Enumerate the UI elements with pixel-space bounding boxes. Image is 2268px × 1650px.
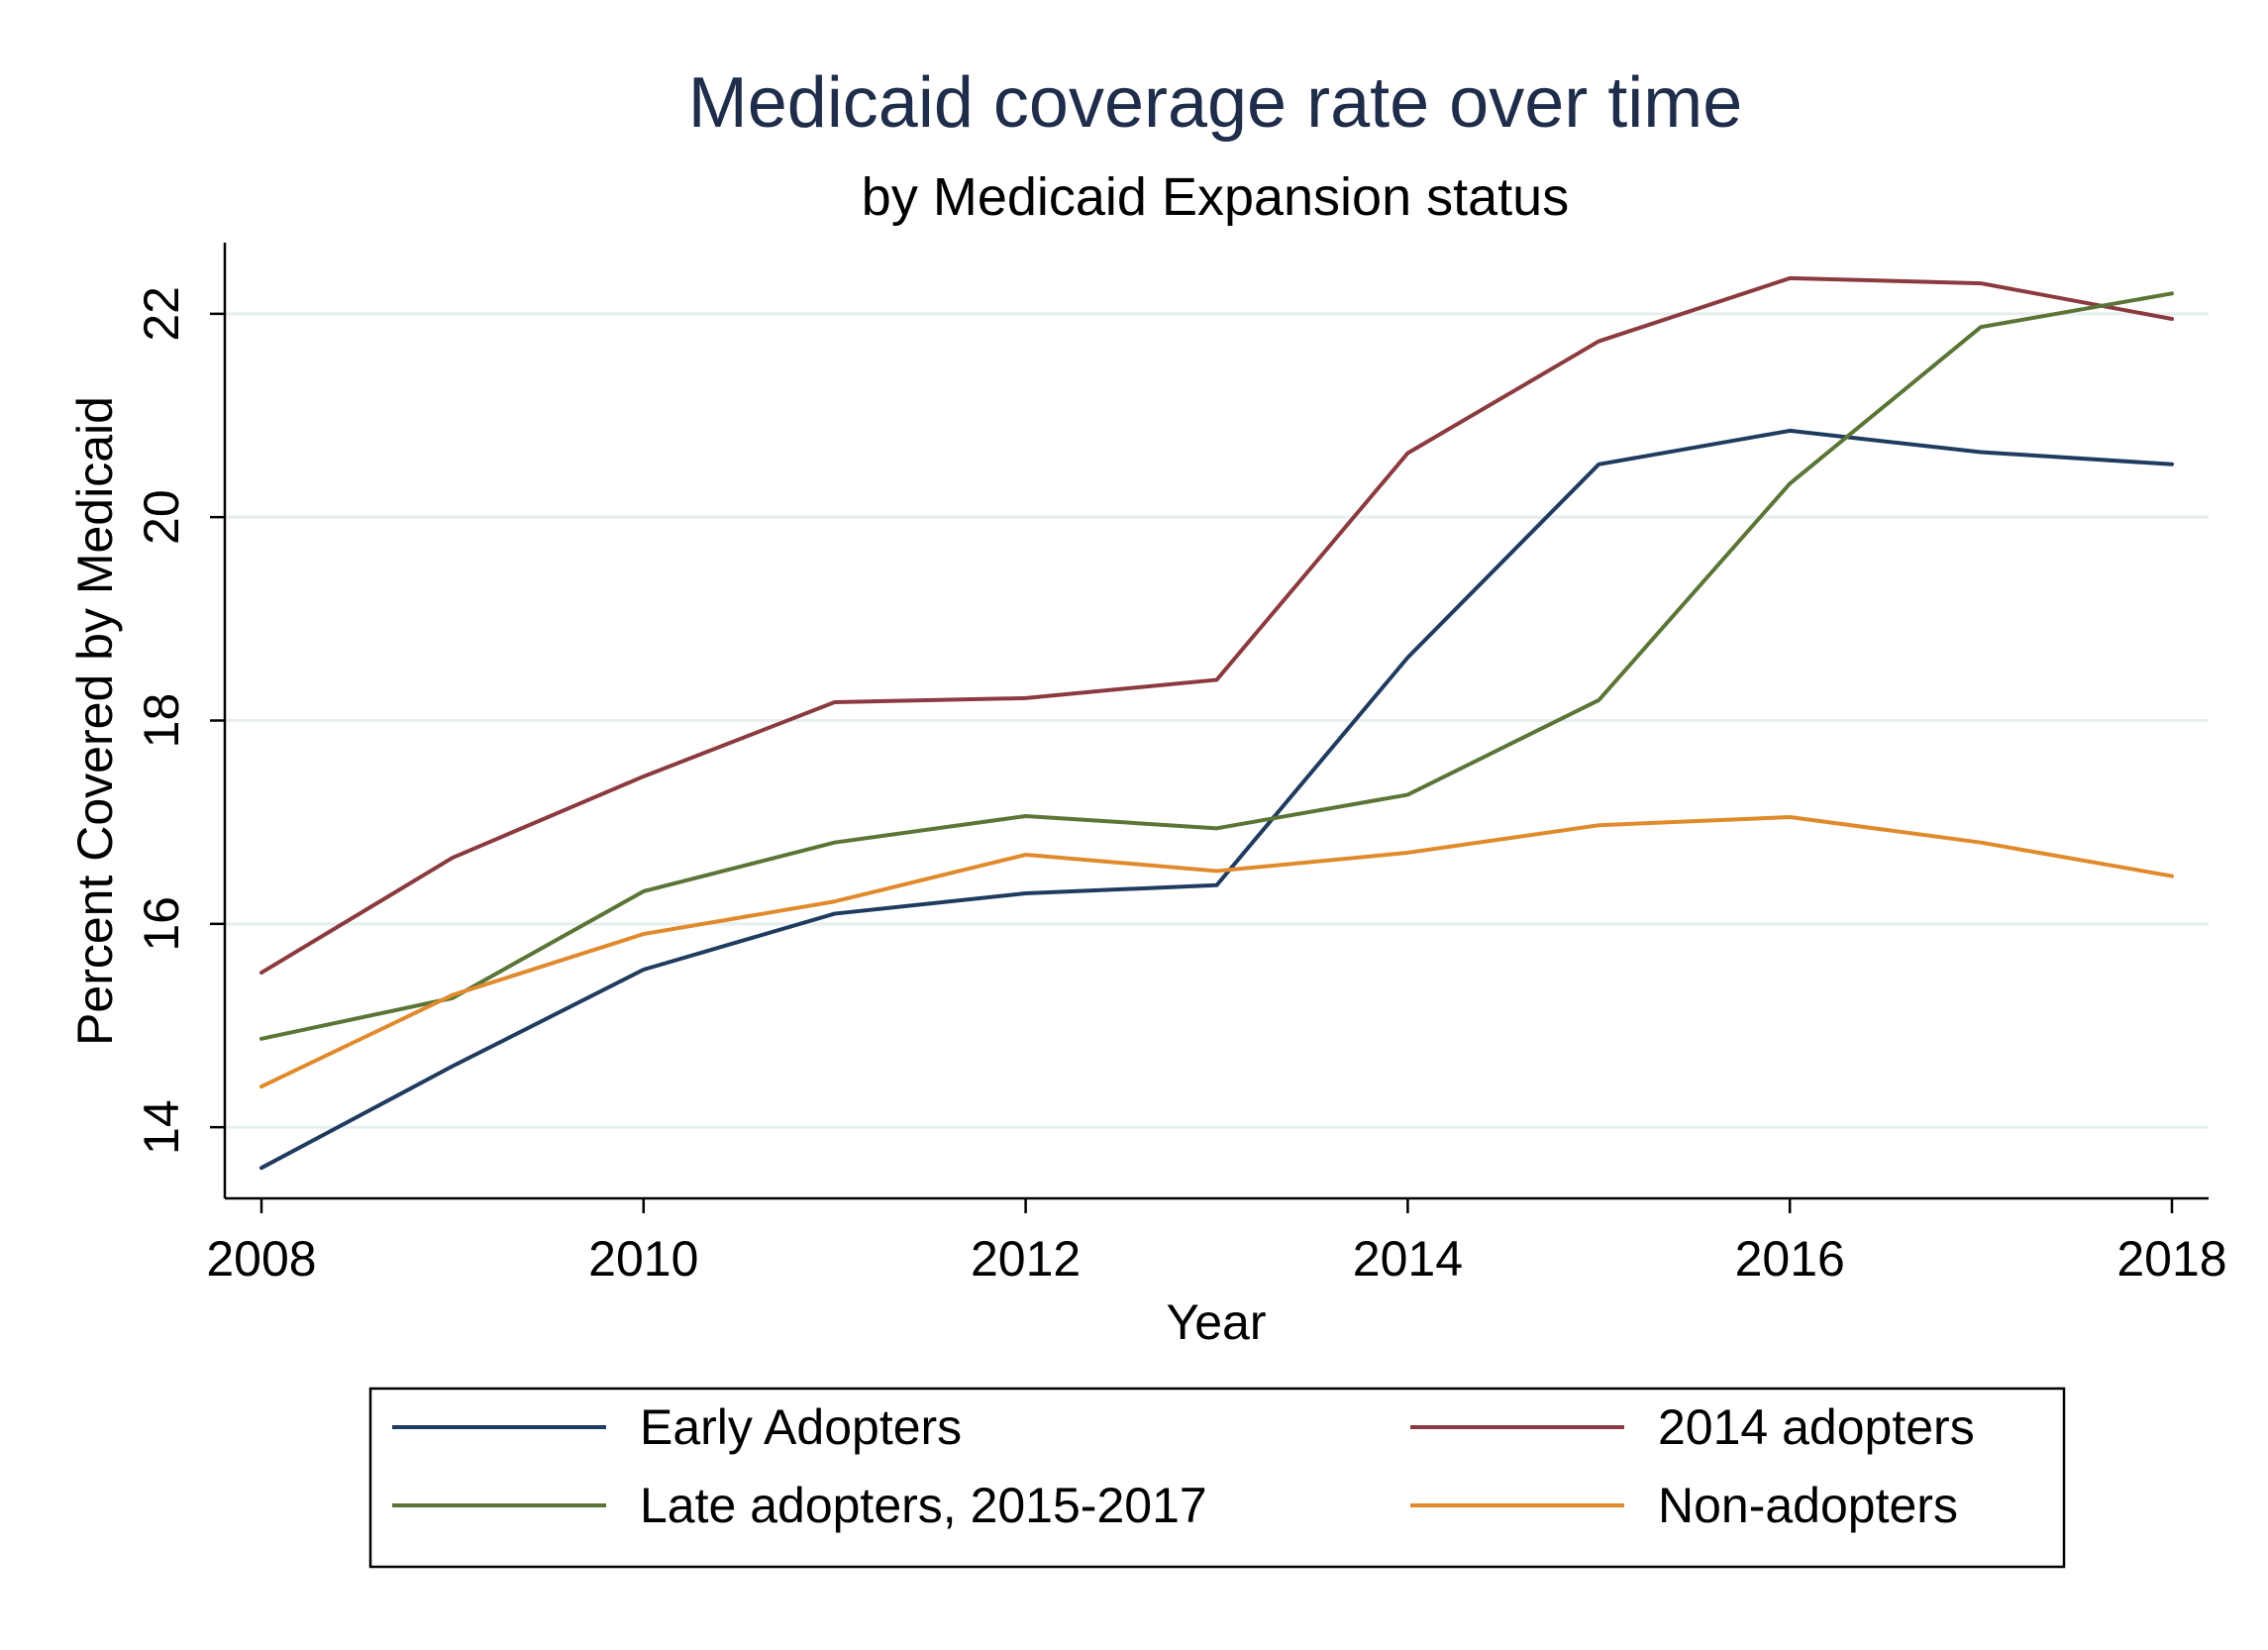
- gridlines: [226, 312, 2209, 1129]
- chart-title: Medicaid coverage rate over time: [688, 63, 1743, 143]
- y-axis-title: Percent Covered by Medicaid: [67, 396, 123, 1046]
- x-axis-ticks: 2008 2010 2012 2014 2016 2018: [206, 1198, 2227, 1287]
- x-tick-label-2018: 2018: [2116, 1231, 2226, 1287]
- legend-box: [368, 1387, 2066, 1569]
- chart-subtitle: by Medicaid Expansion status: [862, 167, 1569, 227]
- series-line-non-adopters: [259, 815, 2174, 1089]
- legend-label-early-adopters: Early Adopters: [640, 1399, 962, 1455]
- legend: Early Adopters 2014 adopters Late adopters…: [392, 1399, 1975, 1533]
- legend-label-2014-adopters: 2014 adopters: [1658, 1399, 1975, 1455]
- series-lines: [259, 275, 2174, 1171]
- x-tick-label-2016: 2016: [1735, 1231, 1845, 1287]
- y-tick-label-16: 16: [134, 896, 189, 952]
- y-tick-label-20: 20: [134, 489, 189, 545]
- x-tick-label-2012: 2012: [971, 1231, 1081, 1287]
- x-axis-title: Year: [1166, 1294, 1266, 1350]
- series-line-early-adopters: [259, 428, 2174, 1171]
- x-tick-label-2014: 2014: [1353, 1231, 1463, 1287]
- y-axis-ticks: 14 16 18 20 22: [134, 286, 225, 1155]
- legend-label-non-adopters: Non-adopters: [1658, 1478, 1958, 1533]
- series-line-late-adopters-2015-2017: [259, 291, 2174, 1041]
- y-tick-label-18: 18: [134, 693, 189, 749]
- x-tick-label-2008: 2008: [206, 1231, 316, 1287]
- legend-label-late-adopters-2015-2017: Late adopters, 2015-2017: [640, 1478, 1207, 1533]
- series-line-2014-adopters: [259, 275, 2174, 976]
- x-tick-label-2010: 2010: [588, 1231, 698, 1287]
- y-tick-label-14: 14: [134, 1099, 189, 1155]
- y-tick-label-22: 22: [134, 286, 189, 342]
